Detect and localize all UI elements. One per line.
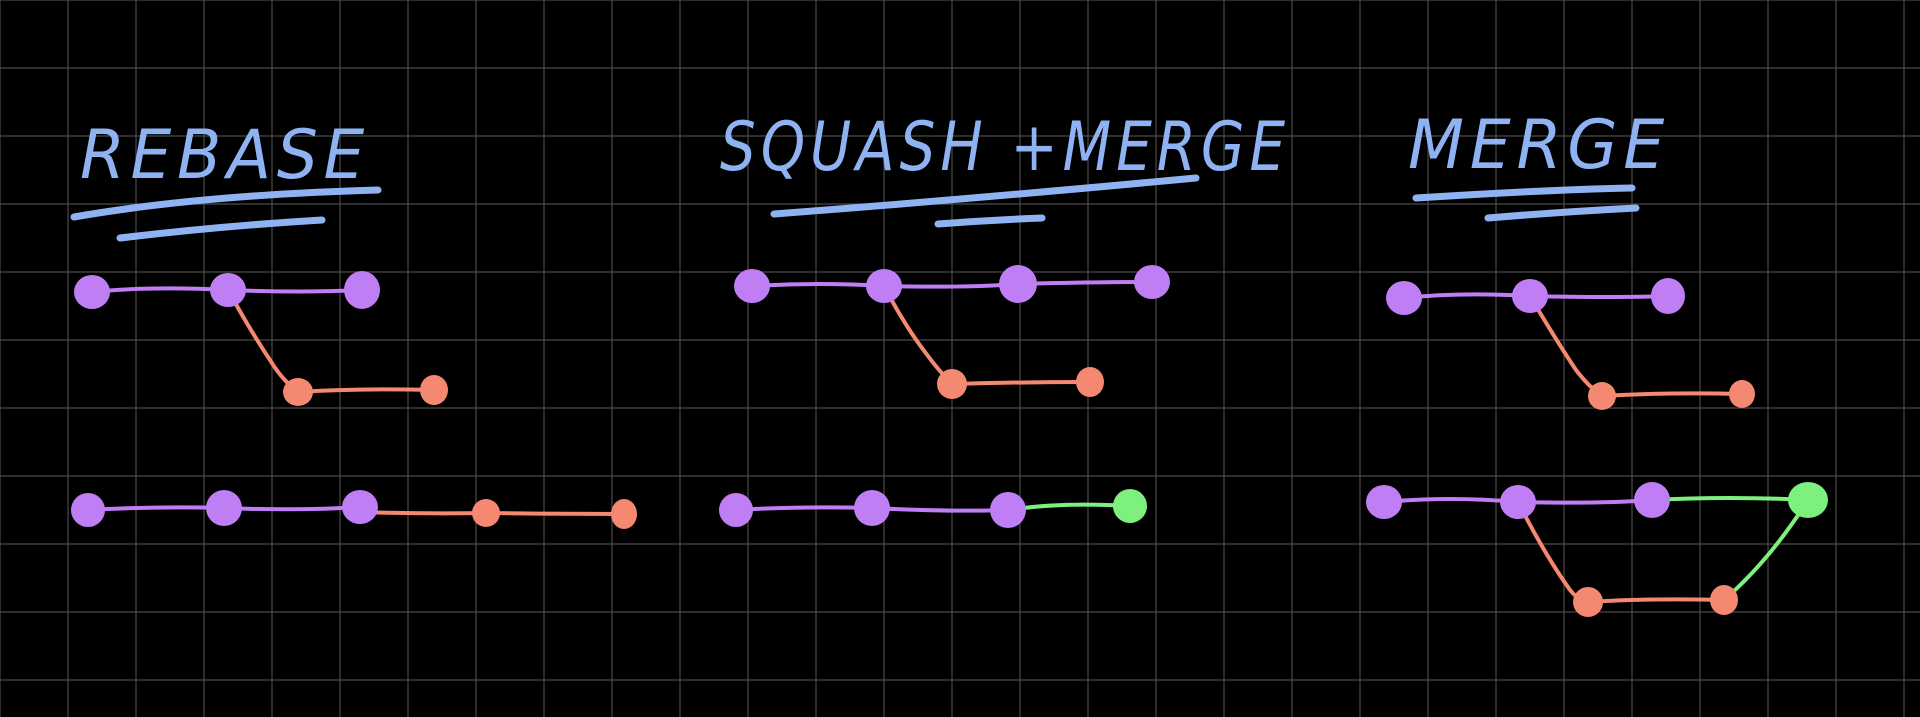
main-branch-line xyxy=(750,280,1154,289)
squash-commit-line xyxy=(1006,502,1132,512)
main-commit-node xyxy=(344,271,380,309)
main-commit-node xyxy=(342,490,378,524)
feature-branch-line xyxy=(226,288,436,394)
panel-title-squash-merge: SQUASH +MERGE xyxy=(720,108,1290,187)
main-commit-node xyxy=(734,269,770,303)
main-commit-node xyxy=(854,490,890,526)
feature-commit-node xyxy=(611,499,637,529)
merge-commit-node xyxy=(1788,482,1828,518)
main-commit-node xyxy=(866,269,902,303)
feature-branch-line xyxy=(882,284,1092,386)
title-underline xyxy=(1484,204,1640,222)
merge-commit-line xyxy=(1722,498,1810,602)
feature-commit-node xyxy=(1710,585,1738,615)
main-commit-node xyxy=(1134,265,1170,299)
title-underline xyxy=(934,214,1046,228)
merge-commit-line xyxy=(1650,496,1810,502)
title-underline xyxy=(116,216,326,242)
panel-squash-merge: SQUASH +MERGE xyxy=(719,108,1290,528)
main-commit-node xyxy=(74,275,110,309)
main-commit-node xyxy=(990,492,1026,528)
feature-commit-node xyxy=(937,369,967,399)
squash-commit-node xyxy=(1113,489,1147,523)
panel-title-merge: MERGE xyxy=(1408,106,1670,185)
panel-title-rebase: REBASE xyxy=(80,116,370,195)
feature-commit-node xyxy=(1729,380,1755,408)
panel-merge: MERGE xyxy=(1366,106,1828,617)
title-underline xyxy=(70,186,382,221)
main-commit-node xyxy=(1366,485,1402,519)
feature-branch-line xyxy=(1528,294,1744,398)
feature-commit-node xyxy=(283,378,313,406)
main-commit-node xyxy=(1651,278,1685,314)
feature-commit-node xyxy=(1588,382,1616,410)
feature-commit-node xyxy=(472,499,500,527)
feature-branch-line xyxy=(1516,500,1726,604)
main-commit-node xyxy=(1500,485,1536,519)
main-commit-node xyxy=(1512,279,1548,313)
main-commit-node xyxy=(999,265,1037,303)
feature-commit-node xyxy=(420,375,448,405)
main-commit-node xyxy=(71,493,105,527)
title-underline xyxy=(1412,184,1636,202)
main-commit-node xyxy=(210,273,246,307)
main-commit-node xyxy=(719,493,753,527)
panel-rebase: REBASE xyxy=(70,116,637,529)
title-underline xyxy=(770,174,1200,218)
main-commit-node xyxy=(1386,281,1422,315)
feature-commit-node xyxy=(1573,587,1603,617)
main-commit-node xyxy=(206,490,242,526)
main-commit-node xyxy=(1634,482,1670,518)
feature-commit-node xyxy=(1076,367,1104,397)
